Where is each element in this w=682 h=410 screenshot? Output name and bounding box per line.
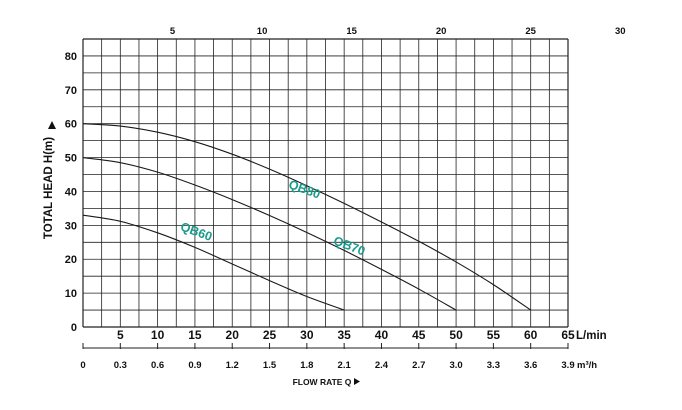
y-tick-label: 30 — [65, 220, 77, 232]
labels: 5 10 15 20 25 30 0 10 20 30 40 50 60 70 80 5 10 15 20 25 30 3… — [48, 26, 626, 387]
curve-qb70 — [82, 157, 457, 311]
x-tick-label-m3h: 0.9 — [188, 360, 201, 371]
x-tick-label-m3h: 0.6 — [151, 360, 164, 371]
x-tick-label-m3h: 3.3 — [487, 360, 500, 371]
x-tick-label-lmin: 10 — [151, 328, 165, 342]
y-tick-label: 10 — [65, 288, 77, 300]
x-tick-label-lmin: 40 — [375, 328, 389, 342]
x-tick-label-m3h: 1.5 — [263, 360, 277, 371]
curve-qb60 — [82, 214, 345, 311]
grid — [82, 38, 569, 349]
y-tick-label: 80 — [65, 51, 77, 63]
x-unit-lmin: L/min — [576, 330, 607, 342]
y-tick-label: 0 — [71, 322, 77, 334]
x-tick-label-lmin: 20 — [226, 328, 240, 342]
y-tick-label: 50 — [65, 153, 77, 165]
y-tick-label: 40 — [65, 186, 77, 198]
curve-label-qb80: QB80 — [287, 177, 323, 201]
x-tick-label-m3h: 3.6 — [524, 360, 537, 371]
x-tick-label-lmin: 30 — [300, 328, 314, 342]
y-tick-label: 60 — [65, 119, 77, 131]
x-tick-label-m3h: 1.8 — [300, 360, 313, 371]
top-tick-label: 15 — [346, 26, 357, 37]
x-tick-label-lmin: 60 — [524, 328, 538, 342]
y-tick-label: 20 — [65, 254, 77, 266]
x-tick-label-lmin: 65 — [561, 328, 575, 342]
top-tick-label: 20 — [436, 26, 447, 37]
x-tick-label-m3h: 2.1 — [338, 360, 352, 371]
x-tick-label-lmin: 55 — [487, 328, 501, 342]
top-tick-label: 5 — [170, 26, 176, 37]
x-unit-m3h: m³/h — [577, 360, 597, 371]
x-tick-label-lmin: 35 — [337, 328, 351, 342]
curves — [82, 123, 532, 311]
x-tick-label-m3h: 3.9 — [561, 360, 574, 371]
y-tick-label: 70 — [65, 85, 77, 97]
x-tick-label-m3h: 0 — [80, 360, 85, 371]
x-tick-label-m3h: 1.2 — [226, 360, 239, 371]
x-tick-label-lmin: 15 — [188, 328, 202, 342]
curve-qb80 — [82, 123, 532, 311]
y-axis-arrow-icon — [48, 121, 56, 129]
curve-label-qb70: QB70 — [332, 234, 368, 259]
y-axis-label: TOTAL HEAD H(m) — [43, 137, 55, 239]
x-tick-label-lmin: 45 — [412, 328, 426, 342]
x-axis-arrow-icon — [354, 378, 360, 385]
top-tick-label: 10 — [257, 26, 268, 37]
x-tick-label-lmin: 5 — [117, 328, 124, 342]
x-axis-label: FLOW RATE Q — [293, 377, 352, 387]
x-tick-label-m3h: 2.7 — [412, 360, 425, 371]
x-tick-label-lmin: 25 — [263, 328, 277, 342]
curve-label-qb60: QB60 — [179, 220, 215, 244]
top-tick-label: 25 — [525, 26, 536, 37]
x-tick-label-m3h: 0.3 — [114, 360, 127, 371]
top-tick-label: 30 — [615, 26, 626, 37]
x-tick-label-lmin: 50 — [449, 328, 463, 342]
x-tick-label-m3h: 3.0 — [449, 360, 462, 371]
x-tick-label-m3h: 2.4 — [375, 360, 389, 371]
